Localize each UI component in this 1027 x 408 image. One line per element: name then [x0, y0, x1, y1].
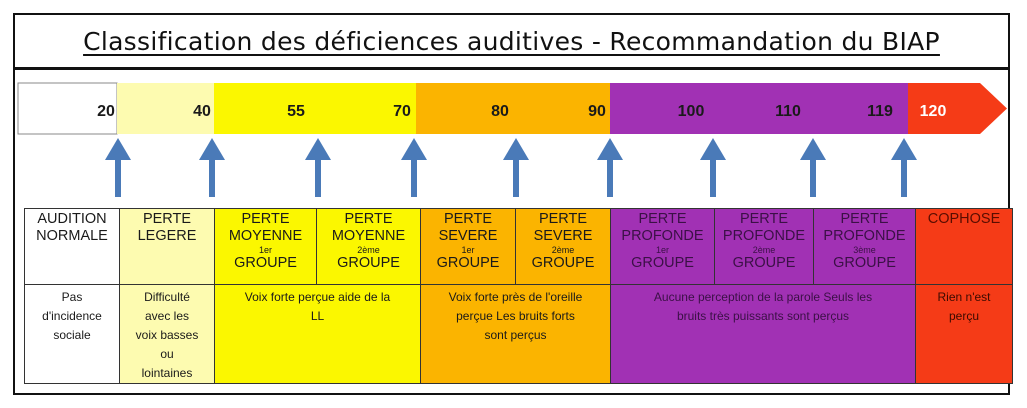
tick-119: 119	[867, 103, 893, 120]
arrow-up-icon-7	[700, 138, 726, 197]
band-profonde	[610, 83, 908, 134]
page-title: Classification des déficiences auditives…	[83, 26, 940, 56]
desc-audition-normale: Pas d'incidence sociale	[24, 284, 120, 384]
arrow-up-icon-6	[597, 138, 623, 197]
arrow-up-icon-1	[105, 138, 131, 197]
desc-perte-profonde: Aucune perception de la parole Seuls les…	[610, 284, 916, 384]
title-box: Classification des déficiences auditives…	[13, 13, 1010, 69]
band-legere	[117, 83, 214, 134]
desc-perte-severe: Voix forte près de l'oreille perçue Les b…	[420, 284, 611, 384]
band-normal	[17, 82, 118, 135]
tick-70: 70	[393, 103, 411, 120]
tick-90: 90	[588, 103, 606, 120]
arrow-up-icon-9	[891, 138, 917, 197]
arrow-up-icon-2	[199, 138, 225, 197]
tick-110: 110	[775, 103, 801, 120]
tick-100: 100	[678, 103, 705, 120]
arrow-up-icon-4	[401, 138, 427, 197]
header-audition-normale: AUDITION NORMALE	[24, 208, 120, 285]
tick-55: 55	[287, 103, 305, 120]
desc-perte-legere: Difficulté avec les voix basses ou lointaine…	[119, 284, 215, 384]
tick-40: 40	[193, 103, 211, 120]
classification-table: AUDITION NORMALE PERTE LEGERE PERTE MOYENNE…	[24, 208, 1013, 384]
arrow-up-icon-5	[503, 138, 529, 197]
band-cophose-arrow	[908, 83, 1007, 134]
tick-20: 20	[97, 103, 115, 120]
arrows	[105, 138, 917, 197]
tick-80: 80	[491, 103, 509, 120]
header-perte-moyenne-2: PERTE MOYENNE 2ème GROUPE	[316, 208, 421, 285]
header-perte-severe-1: PERTE SEVERE 1er GROUPE	[420, 208, 516, 285]
header-perte-severe-2: PERTE SEVERE 2ème GROUPE	[515, 208, 611, 285]
header-perte-profonde-1: PERTE PROFONDE 1er GROUPE	[610, 208, 715, 285]
arrow-up-icon-3	[305, 138, 331, 197]
desc-perte-moyenne: Voix forte perçue aide de la LL	[214, 284, 421, 384]
arrow-up-icon-8	[800, 138, 826, 197]
header-perte-moyenne-1: PERTE MOYENNE 1er GROUPE	[214, 208, 317, 285]
band-moyenne	[214, 83, 416, 134]
desc-cophose: Rien n'est perçu	[915, 284, 1013, 384]
header-cophose: COPHOSE	[915, 208, 1013, 285]
tick-120: 120	[920, 103, 947, 120]
header-perte-profonde-3: PERTE PROFONDE 3ème GROUPE	[813, 208, 916, 285]
band-severe	[416, 83, 610, 134]
header-perte-legere: PERTE LEGERE	[119, 208, 215, 285]
header-perte-profonde-2: PERTE PROFONDE 2ème GROUPE	[714, 208, 814, 285]
